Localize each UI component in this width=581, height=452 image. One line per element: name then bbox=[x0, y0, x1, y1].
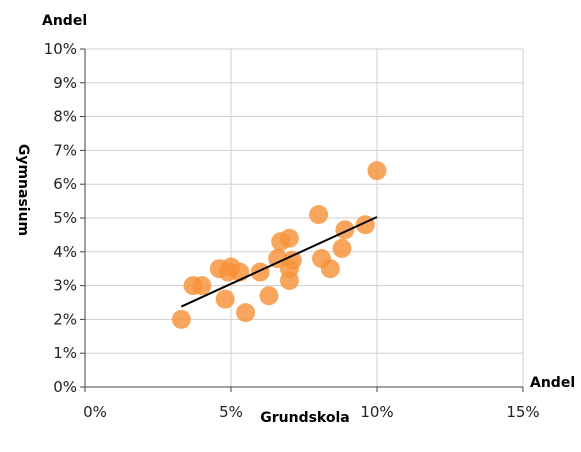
data-point bbox=[279, 271, 299, 291]
data-point bbox=[335, 220, 355, 240]
y-tick-label: 4% bbox=[53, 243, 77, 261]
x-axis-label: Grundskola bbox=[260, 410, 349, 426]
data-point bbox=[282, 250, 302, 270]
gridlines bbox=[85, 48, 524, 387]
data-point bbox=[332, 238, 352, 258]
data-point bbox=[320, 259, 340, 279]
data-points bbox=[171, 161, 387, 329]
tick-labels: 0% 1% 2% 3% 4% 5% 6% 7% 8% 9% 10% 0% 5% 10% 15% bbox=[44, 40, 540, 421]
trendline-path bbox=[180, 216, 378, 308]
data-point bbox=[279, 228, 299, 248]
y-axis-label: Gymnasium bbox=[15, 144, 31, 236]
y-tick-label: 9% bbox=[53, 74, 77, 92]
data-point bbox=[236, 303, 256, 323]
y-tick-label: 8% bbox=[53, 108, 77, 126]
data-point bbox=[309, 205, 329, 225]
y-tick-label: 5% bbox=[53, 209, 77, 227]
y-tick-label: 10% bbox=[44, 40, 77, 58]
x-tick-label: 5% bbox=[219, 403, 243, 421]
data-point bbox=[367, 161, 387, 181]
data-point bbox=[192, 276, 212, 296]
y-tick-label: 0% bbox=[53, 378, 77, 396]
axes bbox=[80, 48, 524, 392]
data-point bbox=[259, 286, 279, 306]
y-tick-label: 2% bbox=[53, 310, 77, 328]
data-point bbox=[171, 309, 191, 329]
x-tick-label: 0% bbox=[83, 403, 107, 421]
data-point bbox=[250, 262, 270, 282]
y-tick-label: 7% bbox=[53, 141, 77, 159]
y-tick-label: 3% bbox=[53, 277, 77, 295]
y-unit-label: Andel bbox=[42, 13, 87, 29]
data-point bbox=[215, 289, 235, 309]
y-tick-label: 6% bbox=[53, 175, 77, 193]
x-unit-label: Andel bbox=[530, 375, 575, 391]
x-tick-label: 15% bbox=[506, 403, 539, 421]
trendline bbox=[180, 216, 378, 308]
y-tick-label: 1% bbox=[53, 344, 77, 362]
x-tick-label: 10% bbox=[360, 403, 393, 421]
